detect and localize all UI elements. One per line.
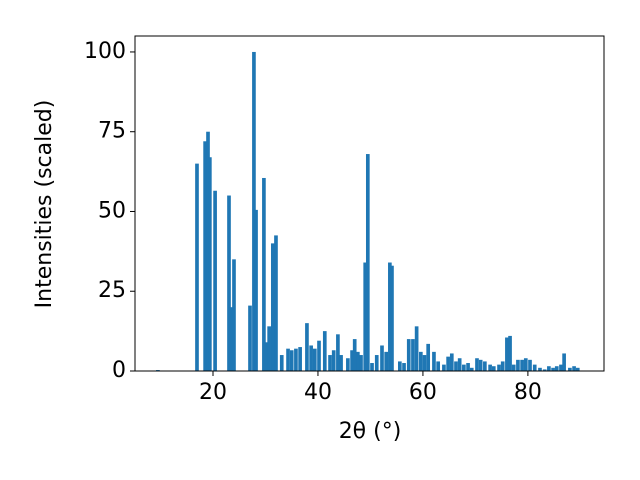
bar	[538, 367, 542, 371]
bar	[388, 262, 392, 371]
bar	[414, 326, 419, 371]
bar	[411, 339, 415, 371]
bar	[469, 367, 474, 371]
bar	[317, 340, 321, 371]
bar	[356, 351, 360, 371]
bar	[336, 334, 340, 371]
bar	[363, 262, 368, 371]
bar	[505, 337, 509, 371]
bar	[449, 353, 454, 371]
x-tick-label: 60	[409, 380, 437, 405]
bar	[328, 355, 332, 371]
bar	[418, 351, 423, 371]
bar	[508, 335, 512, 371]
bar	[497, 364, 501, 371]
bar	[252, 51, 256, 371]
bar	[365, 154, 370, 371]
bar	[422, 355, 427, 371]
bar	[457, 358, 462, 371]
bar	[312, 348, 317, 371]
bar	[350, 350, 354, 371]
y-tick-label: 75	[98, 119, 126, 144]
bar	[397, 361, 402, 371]
x-tick-label: 80	[514, 380, 542, 405]
bar	[475, 358, 479, 371]
bar	[551, 367, 555, 371]
x-axis-label: 2θ (°)	[339, 419, 402, 444]
bar	[446, 356, 450, 371]
bar	[488, 364, 492, 371]
bar	[426, 343, 431, 371]
bar	[331, 350, 336, 371]
bar	[547, 366, 551, 371]
y-axis-label: Intensities (scaled)	[32, 100, 57, 309]
bar	[554, 366, 559, 371]
bar	[322, 331, 327, 371]
y-tick-label: 50	[98, 198, 126, 223]
bar	[523, 358, 528, 371]
bar	[339, 355, 343, 371]
bar	[432, 351, 436, 371]
bar	[270, 243, 275, 371]
bar	[384, 351, 389, 371]
bar	[374, 355, 379, 371]
bar	[454, 361, 458, 371]
bar	[462, 364, 466, 371]
bar	[286, 348, 290, 371]
bar	[208, 157, 212, 371]
bar	[532, 364, 537, 371]
plot-frame	[134, 35, 605, 372]
bar	[466, 363, 470, 371]
bar	[305, 323, 309, 371]
bar	[528, 359, 532, 371]
bar	[298, 347, 302, 371]
bar	[402, 363, 406, 371]
x-tick-label: 40	[304, 380, 332, 405]
bar	[262, 177, 266, 371]
x-tick-label: 20	[199, 380, 227, 405]
bar	[478, 359, 483, 371]
bar	[500, 361, 505, 371]
bar	[309, 345, 313, 371]
bar	[436, 361, 440, 371]
bar	[227, 195, 231, 371]
bar	[520, 359, 524, 371]
bar	[346, 358, 350, 371]
bar	[248, 305, 252, 371]
y-tick-label: 0	[112, 358, 126, 383]
bar	[294, 348, 298, 371]
y-tick-label: 25	[98, 278, 126, 303]
bar	[279, 355, 284, 371]
y-tick-label: 100	[84, 39, 126, 64]
bar	[254, 209, 258, 371]
bar	[572, 366, 576, 371]
bar	[406, 339, 411, 371]
bar	[542, 369, 547, 371]
bar	[203, 141, 207, 371]
bar	[511, 364, 516, 371]
bar	[352, 339, 357, 371]
bar	[562, 353, 566, 371]
bar	[359, 355, 363, 371]
bar	[575, 367, 580, 371]
bar	[483, 361, 487, 371]
bar	[213, 190, 217, 371]
bar	[559, 364, 563, 371]
bar	[289, 350, 294, 371]
bar	[195, 163, 199, 371]
bar	[568, 367, 572, 371]
bar	[267, 326, 271, 371]
bar	[228, 307, 233, 371]
bar	[491, 366, 496, 371]
bar	[264, 342, 268, 371]
bar	[516, 359, 520, 371]
bar	[442, 364, 446, 371]
bar	[232, 259, 236, 371]
bar	[274, 235, 278, 371]
bar	[390, 265, 394, 371]
bar	[380, 345, 384, 371]
bar	[370, 363, 374, 371]
